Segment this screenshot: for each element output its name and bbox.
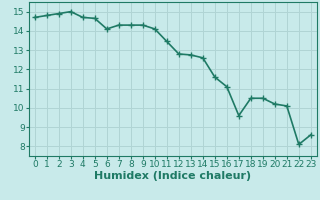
X-axis label: Humidex (Indice chaleur): Humidex (Indice chaleur) (94, 171, 252, 181)
